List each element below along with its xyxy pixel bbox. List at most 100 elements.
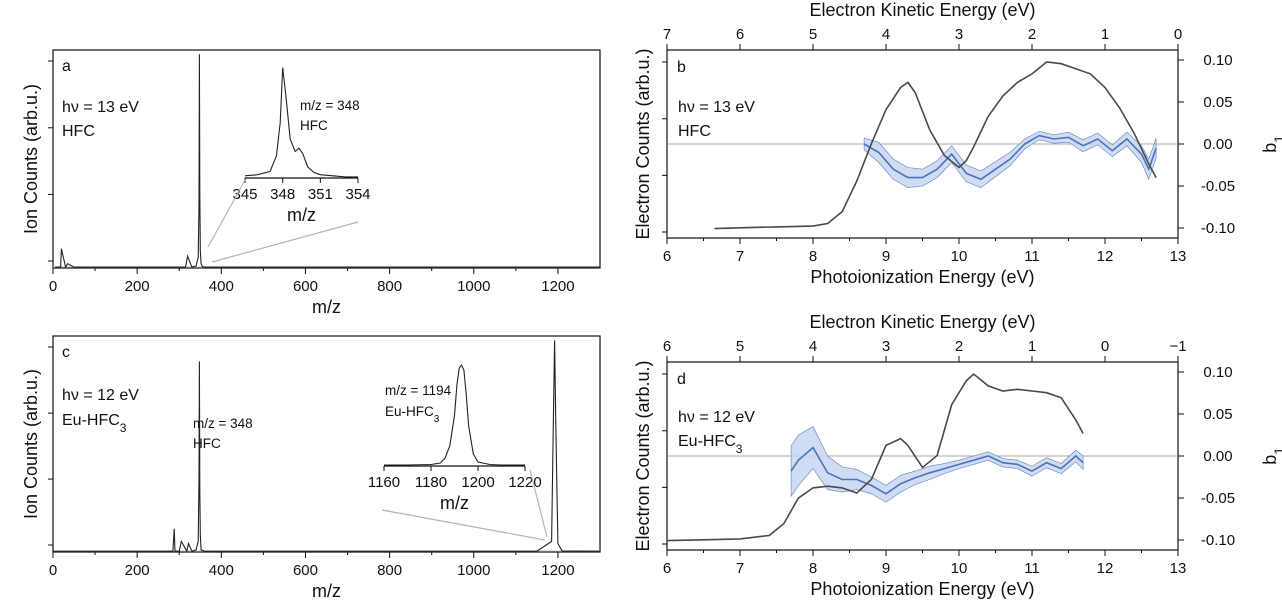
panel-label: a bbox=[62, 58, 71, 75]
x-top-tick-label: 4 bbox=[882, 26, 890, 43]
x-tick-label: 1000 bbox=[457, 278, 490, 295]
annotation-hfc: HFC bbox=[193, 436, 221, 451]
x-tick-label: 13 bbox=[1170, 560, 1187, 577]
annotation-photon-energy: hν = 12 eV bbox=[678, 409, 755, 426]
x-tick-label: 11 bbox=[1024, 248, 1040, 265]
plot-frame bbox=[52, 49, 601, 269]
x-top-tick-label: 5 bbox=[736, 338, 744, 355]
annotation-photon-energy: hν = 12 eV bbox=[62, 387, 139, 404]
panel-a: 0 200 400 600 800 1000 1200 m/z Ion Counts (arb.… bbox=[21, 49, 601, 317]
panel-label: b bbox=[677, 59, 686, 76]
x-tick-label: 400 bbox=[209, 278, 234, 295]
x-top-tick-label: 2 bbox=[1028, 26, 1036, 43]
x-tick-label: 600 bbox=[293, 562, 318, 579]
x-axis-label: Photoionization Energy (eV) bbox=[810, 267, 1034, 287]
plot-frame bbox=[52, 335, 601, 553]
y2-tick-label: 0.00 bbox=[1203, 448, 1232, 465]
x-tick-label: 200 bbox=[125, 278, 150, 295]
b1-error-band bbox=[790, 426, 1084, 503]
x-tick-label: 7 bbox=[736, 248, 744, 265]
zoom-guide-line bbox=[529, 469, 548, 538]
inset-annotation-species: Eu-HFC3 bbox=[385, 404, 440, 425]
x-tick-label: 0 bbox=[49, 278, 57, 295]
x-top-tick-label: 2 bbox=[955, 338, 963, 355]
inset-x-tick-label: 1220 bbox=[508, 474, 541, 491]
y-axis-label: Ion Counts (arb.u.) bbox=[21, 84, 41, 234]
panel-label: c bbox=[62, 344, 70, 361]
inset-x-tick-label: 345 bbox=[232, 186, 257, 203]
inset-x-tick-label: 354 bbox=[345, 186, 370, 203]
x-tick-label: 400 bbox=[209, 562, 234, 579]
x-tick-label: 9 bbox=[882, 560, 890, 577]
spectrum-line bbox=[55, 54, 600, 269]
x-top-tick-label: 6 bbox=[736, 26, 744, 43]
panel-label: d bbox=[677, 371, 686, 388]
annotation-photon-energy: hν = 13 eV bbox=[678, 99, 755, 116]
inset-spectrum-line bbox=[244, 67, 358, 178]
y2-tick-label: -0.05 bbox=[1201, 490, 1235, 507]
y2-tick-label: -0.10 bbox=[1201, 532, 1235, 549]
x-tick-label: 200 bbox=[125, 562, 150, 579]
x-tick-label: 1200 bbox=[541, 562, 574, 579]
inset-spectrum-line bbox=[384, 363, 525, 466]
x-top-tick-label: −1 bbox=[1169, 338, 1186, 355]
x-axis-label: Photoionization Energy (eV) bbox=[810, 579, 1034, 599]
x-tick-label: 8 bbox=[809, 248, 817, 265]
zoom-guide-line bbox=[207, 179, 246, 248]
x-top-tick-label: 3 bbox=[955, 26, 963, 43]
x-top-axis-label: Electron Kinetic Energy (eV) bbox=[809, 312, 1035, 332]
x-tick-label: 13 bbox=[1170, 248, 1187, 265]
x-tick-label: 0 bbox=[49, 562, 57, 579]
y2-tick-label: -0.10 bbox=[1201, 220, 1235, 237]
x-tick-label: 8 bbox=[809, 560, 817, 577]
inset-annotation-mz: m/z = 348 bbox=[300, 98, 360, 113]
x-tick-label: 10 bbox=[951, 560, 968, 577]
zoom-guide-line bbox=[211, 221, 359, 263]
x-tick-label: 1200 bbox=[541, 278, 574, 295]
b1-line bbox=[790, 446, 1084, 495]
inset-x-axis-label: m/z bbox=[440, 493, 469, 513]
x-tick-label: 6 bbox=[663, 248, 671, 265]
y2-axis-label: b1 bbox=[1260, 135, 1282, 153]
inset-x-tick-label: 348 bbox=[270, 186, 295, 203]
inset-x-tick-label: 1200 bbox=[461, 474, 494, 491]
electron-counts-line bbox=[666, 372, 1084, 542]
x-top-tick-label: 0 bbox=[1174, 26, 1182, 43]
annotation-species: HFC bbox=[62, 123, 95, 140]
x-axis-label: m/z bbox=[312, 297, 341, 317]
y-axis-label: Ion Counts (arb.u.) bbox=[21, 369, 41, 519]
y-axis-label: Electron Counts (arb.u.) bbox=[633, 48, 653, 239]
x-tick-label: 1000 bbox=[457, 562, 490, 579]
y2-tick-label: 0.05 bbox=[1203, 94, 1232, 111]
x-tick-label: 10 bbox=[951, 248, 968, 265]
x-tick-label: 800 bbox=[377, 562, 402, 579]
y2-tick-label: 0.10 bbox=[1203, 364, 1232, 381]
annotation-photon-energy: hν = 13 eV bbox=[62, 99, 139, 116]
inset-annotation-mz: m/z = 1194 bbox=[385, 383, 452, 398]
x-tick-label: 11 bbox=[1024, 560, 1040, 577]
x-tick-label: 12 bbox=[1097, 248, 1114, 265]
y2-tick-label: -0.05 bbox=[1201, 178, 1235, 195]
x-top-tick-label: 1 bbox=[1101, 26, 1109, 43]
annotation-species: HFC bbox=[678, 123, 711, 140]
x-tick-label: 800 bbox=[377, 278, 402, 295]
y2-tick-label: 0.00 bbox=[1203, 136, 1232, 153]
zoom-guide-line bbox=[381, 509, 546, 541]
inset-x-tick-label: 351 bbox=[308, 186, 333, 203]
y2-tick-label: 0.05 bbox=[1203, 406, 1232, 423]
x-tick-label: 7 bbox=[736, 560, 744, 577]
x-top-tick-label: 5 bbox=[809, 26, 817, 43]
annotation-species: Eu-HFC3 bbox=[62, 412, 127, 435]
panel-c: 0 200 400 600 800 1000 1200 m/z Ion Counts (arb.… bbox=[21, 335, 601, 601]
y2-tick-label: 0.10 bbox=[1203, 52, 1232, 69]
x-tick-label: 9 bbox=[882, 248, 890, 265]
spectrum-line bbox=[53, 340, 601, 553]
x-top-tick-label: 3 bbox=[882, 338, 890, 355]
annotation-mz: m/z = 348 bbox=[193, 416, 253, 431]
annotation-species: Eu-HFC3 bbox=[678, 433, 743, 456]
x-tick-label: 6 bbox=[663, 560, 671, 577]
inset-x-axis-label: m/z bbox=[287, 205, 316, 225]
